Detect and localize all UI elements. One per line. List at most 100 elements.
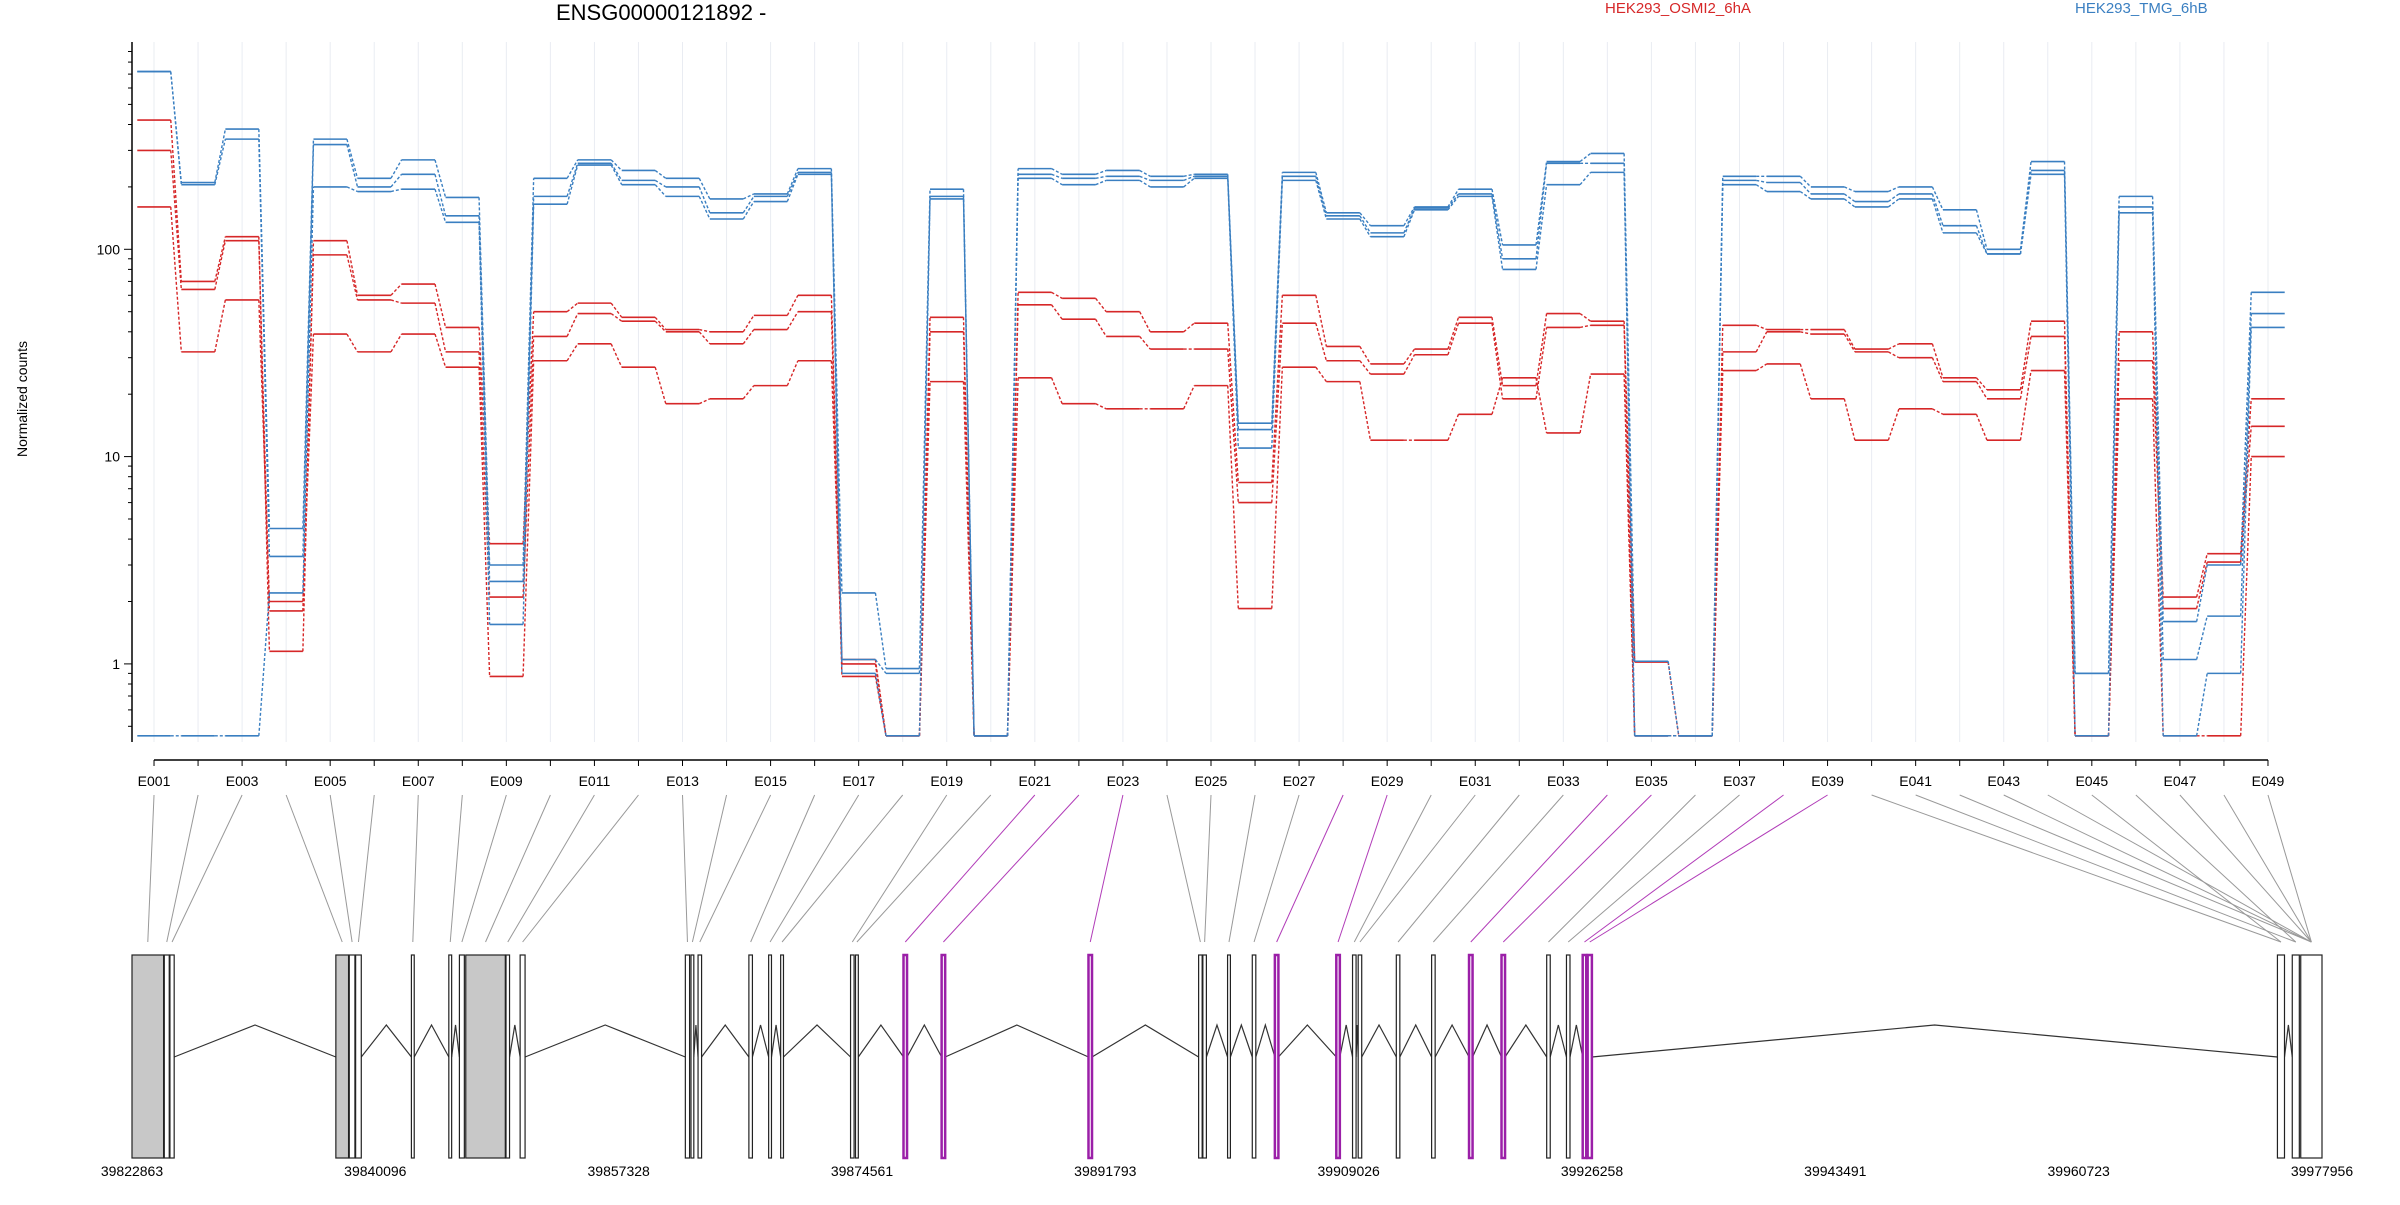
exon-mapping-line	[2047, 794, 2312, 943]
intron-connector	[701, 1023, 750, 1058]
exon-block	[1546, 954, 1551, 1159]
series-connector	[1183, 385, 1195, 410]
exon-mapping-line	[1228, 794, 1256, 943]
series-connector	[434, 174, 447, 217]
intron-connector	[1339, 1024, 1354, 1058]
exon-block	[335, 954, 350, 1159]
intron-connector	[1091, 1024, 1199, 1058]
series-connector	[2019, 321, 2032, 390]
series-connector	[1755, 331, 1768, 353]
series-connector	[1447, 317, 1460, 350]
series-connector	[2195, 561, 2208, 609]
exon-mapping-line	[449, 794, 463, 943]
exon-block	[2291, 954, 2300, 1159]
exon-mapping-line	[1359, 794, 1476, 943]
series-connector	[786, 172, 799, 197]
legend-item-osmi2: HEK293_OSMI2_6hA	[1605, 0, 1751, 17]
x-tick-label: E045	[2075, 773, 2108, 789]
series-connector	[1535, 163, 1548, 259]
exon-block	[768, 954, 773, 1159]
series-connector	[1535, 161, 1548, 245]
exon-mapping-line	[851, 794, 948, 943]
series-connector	[874, 592, 887, 669]
series-connector	[610, 312, 623, 322]
series-connector	[1843, 333, 1856, 353]
series-connector	[742, 385, 755, 400]
series-connector	[2195, 564, 2208, 622]
series-connector	[698, 398, 711, 405]
series-connector	[434, 159, 447, 198]
intron-connector	[173, 1024, 337, 1058]
intron-connector	[1205, 1023, 1229, 1058]
exon-mapping-line	[1502, 794, 1652, 943]
exon-mapping-line	[1470, 794, 1608, 943]
series-connector	[918, 198, 931, 736]
exon-block	[1273, 953, 1280, 1160]
exon-block	[410, 954, 415, 1159]
series-connector	[1403, 206, 1416, 227]
x-tick-label: E025	[1195, 773, 1228, 789]
series-connector	[654, 366, 667, 404]
x-tick-label: E005	[314, 773, 347, 789]
series-connector	[874, 659, 887, 736]
series-connector	[1139, 175, 1151, 182]
series-connector	[1051, 291, 1063, 299]
series-connector	[1888, 186, 1900, 193]
intron-connector	[1399, 1023, 1433, 1058]
series-connector	[302, 144, 315, 557]
series-connector	[214, 128, 227, 183]
series-connector	[1139, 335, 1151, 350]
genomic-coordinate-label: 39909026	[1318, 1163, 1381, 1179]
exon-block	[348, 954, 356, 1159]
series-connector	[390, 299, 402, 304]
exon-block	[849, 954, 855, 1159]
exon-block	[1395, 954, 1401, 1159]
series-connector	[1975, 232, 1988, 255]
exon-block	[1357, 954, 1363, 1159]
series-connector	[214, 240, 227, 290]
series-connector	[478, 351, 491, 598]
series-connector	[1535, 327, 1548, 399]
series-connector	[1491, 189, 1504, 246]
intron-connector	[2283, 1024, 2293, 1058]
intron-connector	[1434, 1023, 1470, 1058]
series-connector	[258, 236, 271, 652]
series-connector	[1095, 403, 1107, 410]
exon-mapping-line	[1871, 794, 2282, 943]
series-connector	[566, 163, 579, 197]
legend-item-tmg: HEK293_TMG_6hB	[2075, 0, 2208, 17]
intron-connector	[783, 1024, 851, 1058]
series-connector	[214, 236, 227, 282]
series-connector	[1447, 195, 1460, 211]
genomic-coordinate-label: 39943491	[1804, 1163, 1867, 1179]
intron-connector	[360, 1024, 412, 1058]
series-connector	[2019, 174, 2032, 255]
series-connector	[1403, 354, 1416, 375]
series-connector	[1975, 414, 1988, 441]
series-connector	[1756, 179, 1767, 184]
exon-block	[902, 953, 909, 1160]
genomic-coordinate-label: 39874561	[831, 1163, 894, 1179]
exon-block	[1431, 954, 1436, 1159]
genomic-coordinate-label: 39891793	[1074, 1163, 1137, 1179]
intron-connector	[451, 1024, 461, 1058]
series-connector	[1447, 188, 1460, 208]
series-connector	[610, 302, 623, 318]
exon-mapping-line	[2267, 794, 2312, 943]
series-connector	[2019, 370, 2032, 441]
series-connector	[1403, 348, 1416, 365]
series-connector	[1315, 172, 1328, 213]
series-connector	[1535, 184, 1548, 270]
series-connector	[1932, 408, 1944, 415]
series-6	[137, 164, 2285, 737]
exon-block	[169, 954, 175, 1159]
series-connector	[1315, 323, 1328, 361]
series-connector	[346, 186, 358, 193]
series-connector	[302, 186, 315, 593]
series-connector	[786, 360, 799, 386]
series-connector	[1095, 169, 1107, 175]
exon-mapping-line	[2003, 794, 2312, 943]
exon-block	[458, 954, 465, 1159]
series-connector	[610, 159, 623, 171]
